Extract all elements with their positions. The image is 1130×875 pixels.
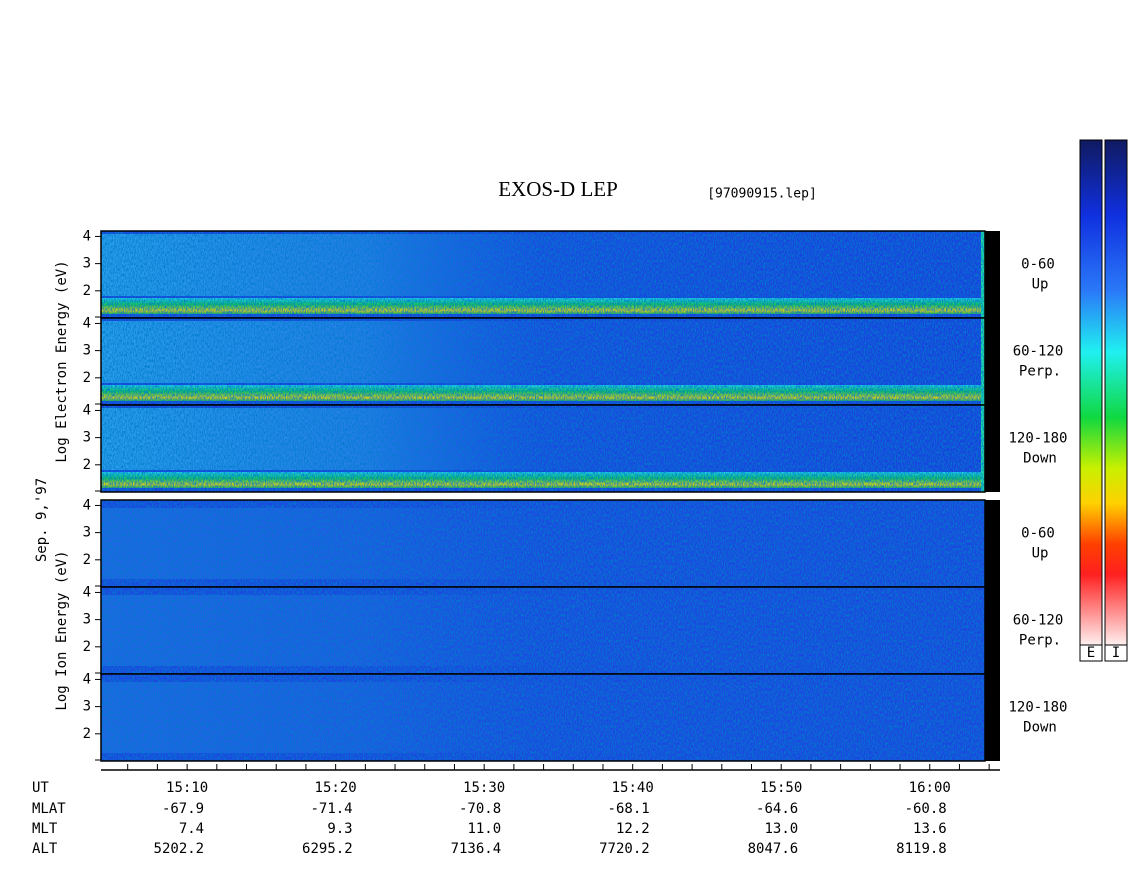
direction-label: Perp. xyxy=(1019,633,1061,649)
direction-label: Up xyxy=(1032,277,1049,293)
spectrogram-noise xyxy=(101,674,985,761)
ephemeris-value: 8119.8 xyxy=(896,841,947,857)
y-tick-label: 4 xyxy=(83,228,91,244)
direction-label: Down xyxy=(1023,451,1057,467)
angle-label: 120-180 xyxy=(1008,431,1067,447)
ephemeris-value: -64.6 xyxy=(756,801,798,817)
ephemeris-value: 11.0 xyxy=(467,821,501,837)
angle-label: 0-60 xyxy=(1021,257,1055,273)
colorbar-label: I xyxy=(1112,645,1120,661)
y-tick-label: 2 xyxy=(83,552,91,568)
colorbar-box xyxy=(1104,644,1128,662)
data-blank xyxy=(985,500,1000,761)
y-tick-label: 2 xyxy=(83,639,91,655)
ephemeris-value: 15:40 xyxy=(612,780,654,796)
colorbar xyxy=(1104,139,1128,646)
ephemeris-value: 15:20 xyxy=(315,780,357,796)
y-tick-label: 4 xyxy=(83,497,91,513)
group-label: Log Electron Energy (eV) xyxy=(54,260,70,462)
ephemeris-value: 6295.2 xyxy=(302,841,353,857)
ephemeris-value: 7.4 xyxy=(179,821,204,837)
ephemeris-value: 15:30 xyxy=(463,780,505,796)
y-tick-label: 2 xyxy=(83,370,91,386)
ephemeris-value: -60.8 xyxy=(905,801,947,817)
data-blank xyxy=(985,231,1000,492)
group-label: Log Ion Energy (eV) xyxy=(54,550,70,710)
colorbar xyxy=(1079,139,1103,646)
spectrogram-noise xyxy=(101,318,985,405)
ephemeris-name: MLAT xyxy=(32,801,66,817)
ephemeris-value: -67.9 xyxy=(162,801,204,817)
chart-title: EXOS-D LEP xyxy=(498,177,618,201)
y-tick-label: 2 xyxy=(83,283,91,299)
colorbar-label: E xyxy=(1087,645,1095,661)
ephemeris-name: MLT xyxy=(32,821,58,837)
angle-label: 120-180 xyxy=(1008,700,1067,716)
y-tick-label: 4 xyxy=(83,402,91,418)
ephemeris-value: 15:10 xyxy=(166,780,208,796)
angle-label: 60-120 xyxy=(1013,613,1064,629)
ephemeris-value: 12.2 xyxy=(616,821,650,837)
ephemeris-name: UT xyxy=(32,780,49,796)
ephemeris-value: -68.1 xyxy=(608,801,650,817)
spectrogram-noise xyxy=(101,231,985,318)
direction-label: Up xyxy=(1032,546,1049,562)
direction-label: Down xyxy=(1023,720,1057,736)
y-tick-label: 3 xyxy=(83,612,91,628)
ephemeris-value: -71.4 xyxy=(310,801,352,817)
ephemeris-value: 13.0 xyxy=(764,821,798,837)
y-tick-label: 3 xyxy=(83,256,91,272)
file-name: [97090915.lep] xyxy=(707,187,817,202)
ephemeris-value: 9.3 xyxy=(327,821,352,837)
date-label: Sep. 9,'97 xyxy=(34,478,50,562)
direction-label: Perp. xyxy=(1019,364,1061,380)
ephemeris-value: -70.8 xyxy=(459,801,501,817)
angle-label: 60-120 xyxy=(1013,344,1064,360)
spectrogram-noise xyxy=(101,500,985,587)
ephemeris-value: 16:00 xyxy=(909,780,951,796)
spectrogram-noise xyxy=(101,587,985,674)
y-tick-label: 2 xyxy=(83,726,91,742)
y-tick-label: 3 xyxy=(83,430,91,446)
y-tick-label: 4 xyxy=(83,584,91,600)
panel-frame xyxy=(100,673,986,762)
panel-frame xyxy=(100,404,986,493)
y-tick-label: 4 xyxy=(83,671,91,687)
y-tick-label: 3 xyxy=(83,699,91,715)
ephemeris-value: 7720.2 xyxy=(599,841,650,857)
angle-label: 0-60 xyxy=(1021,526,1055,542)
spectrogram-noise xyxy=(101,405,985,492)
ephemeris-value: 8047.6 xyxy=(748,841,799,857)
y-tick-label: 2 xyxy=(83,457,91,473)
y-tick-label: 3 xyxy=(83,343,91,359)
ephemeris-value: 13.6 xyxy=(913,821,947,837)
ephemeris-name: ALT xyxy=(32,841,58,857)
ephemeris-value: 7136.4 xyxy=(451,841,502,857)
y-tick-label: 3 xyxy=(83,525,91,541)
y-tick-label: 4 xyxy=(83,315,91,331)
colorbar-box xyxy=(1079,644,1103,662)
ephemeris-value: 15:50 xyxy=(760,780,802,796)
ephemeris-value: 5202.2 xyxy=(154,841,205,857)
